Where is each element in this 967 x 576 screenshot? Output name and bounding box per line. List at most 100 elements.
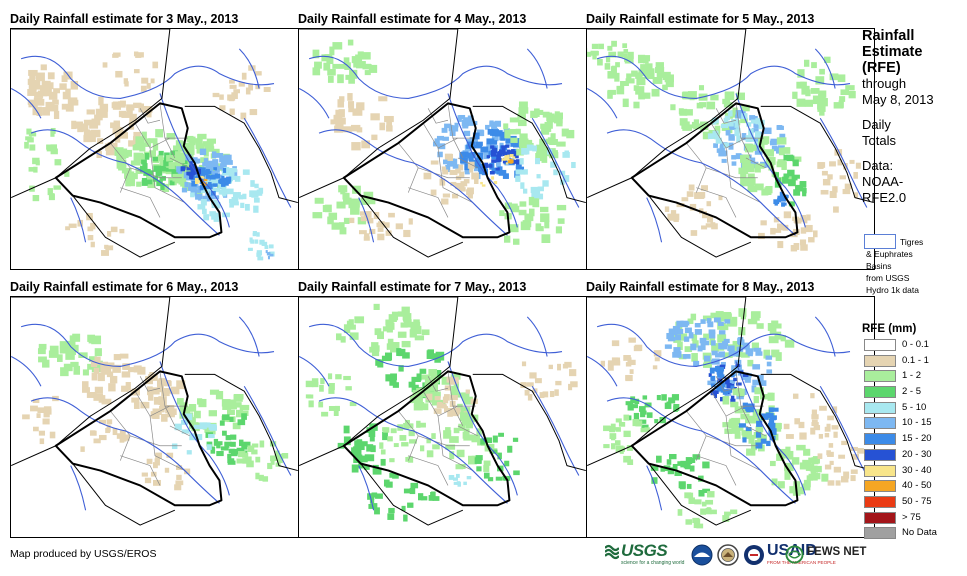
- rainfall-cell: [367, 217, 374, 224]
- rainfall-cell: [718, 351, 725, 358]
- rainfall-cell: [371, 134, 378, 141]
- rainfall-cell: [386, 125, 393, 132]
- rainfall-cell: [544, 220, 550, 229]
- rainfall-cell: [448, 475, 455, 480]
- rainfall-cell: [761, 188, 769, 196]
- rainfall-cell: [507, 154, 510, 159]
- rainfall-cell: [810, 468, 816, 474]
- rainfall-cell: [720, 123, 729, 129]
- rainfall-cell: [449, 451, 455, 460]
- rainfall-cell: [732, 340, 738, 348]
- rainfall-cell: [800, 214, 807, 222]
- rainfall-cell: [557, 218, 565, 224]
- rainfall-cell: [170, 150, 179, 156]
- rainfall-cell: [369, 434, 375, 442]
- rainfall-cell: [209, 389, 220, 395]
- rainfall-cell: [429, 392, 437, 400]
- rainfall-cell: [708, 331, 716, 339]
- rainfall-cell: [343, 425, 350, 434]
- rainfall-cell: [811, 62, 817, 69]
- rainfall-cell: [607, 363, 614, 371]
- rainfall-cell: [229, 84, 237, 89]
- rainfall-cell: [354, 316, 365, 324]
- rainfall-cell: [431, 433, 436, 440]
- rainfall-cell: [710, 509, 717, 515]
- rainfall-map: [10, 28, 299, 270]
- rainfall-cell: [538, 193, 544, 200]
- rainfall-cell: [780, 197, 786, 202]
- rainfall-cell: [33, 426, 39, 432]
- rainfall-cell: [717, 378, 723, 383]
- rainfall-cell: [37, 407, 45, 413]
- desc-line: Rainfall: [862, 28, 915, 44]
- rainfall-cell: [323, 62, 331, 71]
- rainfall-cell: [467, 194, 473, 199]
- rainfall-cell: [698, 475, 704, 482]
- rainfall-cell: [135, 136, 145, 145]
- rainfall-cell: [564, 150, 570, 157]
- rainfall-cell: [808, 473, 818, 481]
- basin-text-line: Basins: [866, 261, 892, 271]
- legend-swatch: [864, 433, 896, 446]
- rainfall-cell: [798, 421, 805, 429]
- rainfall-cell: [49, 104, 59, 112]
- rainfall-cell: [666, 459, 672, 465]
- rainfall-cell: [174, 151, 181, 157]
- rainfall-cell: [366, 199, 376, 205]
- rainfall-cell: [449, 169, 458, 175]
- rainfall-cell: [507, 160, 511, 164]
- rainfall-cell: [36, 98, 45, 106]
- rainfall-cell: [731, 426, 741, 434]
- rainfall-cell: [832, 186, 838, 193]
- rainfall-cell: [750, 157, 756, 164]
- rainfall-cell: [59, 341, 67, 349]
- rainfall-cell: [373, 345, 380, 352]
- rainfall-cell: [697, 191, 706, 198]
- rainfall-cell: [799, 432, 807, 440]
- rainfall-cell: [437, 401, 442, 409]
- rainfall-cell: [680, 320, 688, 328]
- rainfall-cell: [623, 49, 629, 54]
- rainfall-cell: [541, 234, 551, 244]
- basin-outline: [243, 385, 292, 476]
- rainfall-cell: [87, 234, 94, 241]
- rainfall-cell: [409, 329, 417, 338]
- rainfall-cell: [385, 374, 394, 382]
- legend-label: 20 - 30: [902, 448, 932, 460]
- rainfall-cell: [225, 435, 232, 441]
- rainfall-cell: [217, 441, 223, 446]
- rainfall-cell: [453, 481, 460, 485]
- rainfall-cell: [460, 407, 471, 415]
- rainfall-cell: [473, 137, 478, 143]
- rainfall-cell: [371, 492, 378, 498]
- rainfall-cell: [90, 430, 96, 435]
- rainfall-cell: [812, 95, 823, 105]
- rainfall-cell: [755, 118, 761, 125]
- rainfall-cell: [783, 154, 788, 161]
- rainfall-cell: [339, 96, 345, 102]
- legend-label: > 75: [902, 511, 921, 523]
- rainfall-cell: [607, 89, 616, 95]
- rainfall-cell: [615, 445, 621, 453]
- rainfall-cell: [651, 477, 658, 484]
- rainfall-cell: [724, 511, 731, 516]
- rainfall-cell: [635, 86, 645, 95]
- rainfall-cell: [213, 167, 217, 171]
- rainfall-cell: [522, 148, 530, 155]
- rainfall-cell: [740, 352, 750, 358]
- admin-boundary: [695, 435, 707, 461]
- rainfall-cell: [539, 206, 549, 213]
- desc-line: NOAA-: [862, 174, 904, 189]
- rainfall-cell: [724, 380, 730, 385]
- rainfall-cell: [342, 126, 352, 133]
- rainfall-cell: [476, 152, 484, 160]
- rainfall-cell: [797, 486, 804, 495]
- rainfall-cell: [408, 429, 415, 437]
- rainfall-cell: [821, 170, 828, 176]
- rainfall-cell: [611, 65, 617, 74]
- rainfall-cell: [550, 161, 557, 168]
- rainfall-cell: [686, 191, 694, 197]
- rainfall-cell: [453, 427, 460, 434]
- basin-legend: Tigres & Euphrates Basins from USGS Hydr…: [862, 232, 967, 302]
